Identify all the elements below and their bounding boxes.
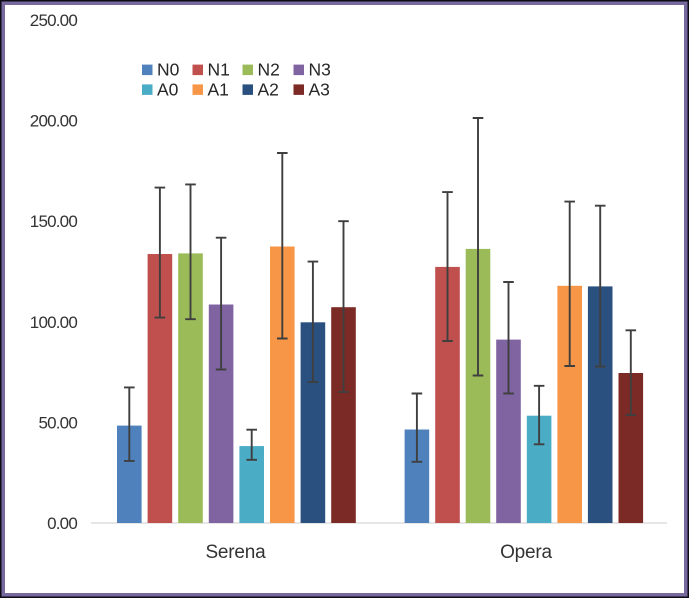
svg-text:100.00: 100.00	[30, 313, 78, 332]
svg-text:200.00: 200.00	[30, 112, 78, 131]
svg-text:150.00: 150.00	[30, 212, 78, 231]
svg-text:A0: A0	[157, 79, 179, 99]
svg-text:N3: N3	[309, 60, 331, 80]
svg-text:A2: A2	[258, 79, 279, 99]
svg-text:A1: A1	[208, 79, 229, 99]
svg-text:A3: A3	[309, 79, 330, 99]
svg-text:N2: N2	[258, 60, 280, 80]
svg-text:Opera: Opera	[500, 542, 552, 563]
svg-text:N1: N1	[208, 60, 230, 80]
svg-text:250.00: 250.00	[30, 11, 78, 30]
svg-text:0.00: 0.00	[47, 514, 77, 533]
svg-text:50.00: 50.00	[38, 413, 77, 432]
svg-text:Serena: Serena	[205, 542, 266, 563]
svg-text:N0: N0	[157, 60, 180, 80]
